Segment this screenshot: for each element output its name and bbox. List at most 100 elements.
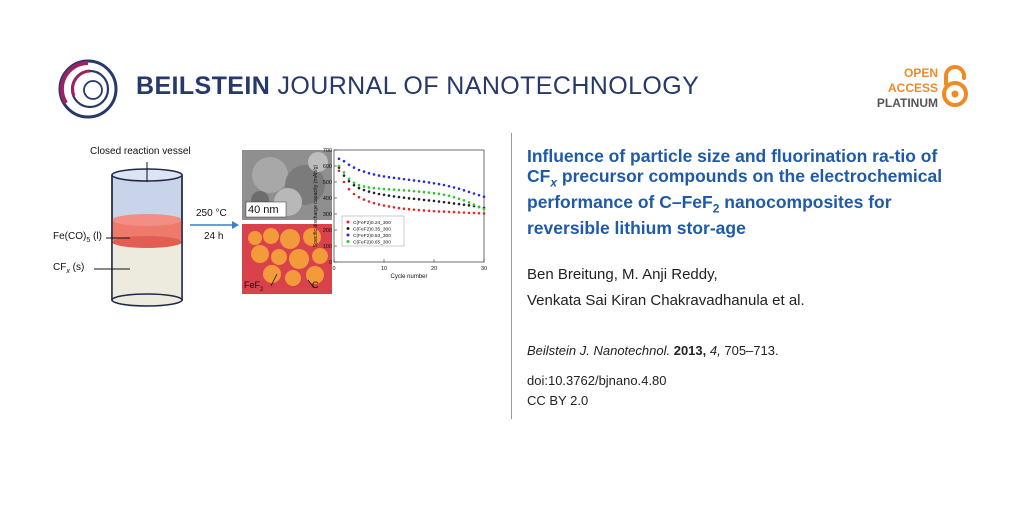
data-point xyxy=(357,168,361,172)
authors-line-2: Venkata Sai Kiran Chakravadhanula et al. xyxy=(527,292,805,309)
data-point xyxy=(397,206,401,210)
data-point xyxy=(362,198,366,201)
data-point xyxy=(362,170,366,173)
data-point xyxy=(457,197,461,201)
data-point xyxy=(412,197,416,201)
data-point xyxy=(387,175,391,179)
data-point xyxy=(457,211,461,214)
data-point xyxy=(337,169,341,173)
data-point xyxy=(347,179,351,183)
data-point xyxy=(372,201,376,205)
legend-box xyxy=(341,215,405,247)
data-point xyxy=(432,199,436,203)
data-point xyxy=(482,207,486,211)
data-point xyxy=(462,211,466,214)
data-point xyxy=(467,201,471,204)
data-point xyxy=(402,207,406,211)
data-point xyxy=(387,194,391,197)
doi: doi:10.3762/bjnano.4.80 xyxy=(527,373,667,388)
data-point xyxy=(387,205,391,208)
data-point xyxy=(432,181,436,185)
data-point xyxy=(472,211,476,215)
data-point xyxy=(382,175,386,178)
data-point xyxy=(452,186,456,189)
y-tick-label: 300 xyxy=(323,212,332,218)
data-point xyxy=(402,189,406,192)
data-point xyxy=(457,202,461,206)
data-point xyxy=(467,190,471,194)
data-point xyxy=(362,185,366,188)
data-point xyxy=(377,192,381,196)
y-tick-label: 0 xyxy=(329,260,332,266)
data-point xyxy=(452,202,456,205)
data-point xyxy=(342,159,346,163)
data-point xyxy=(342,171,346,174)
y-tick-label: 700 xyxy=(323,148,332,154)
data-point xyxy=(412,179,416,182)
data-point xyxy=(352,166,356,169)
data-point xyxy=(397,177,401,180)
data-point xyxy=(442,193,446,197)
oa-line-open: OPEN xyxy=(903,66,938,80)
data-point xyxy=(407,207,411,211)
data-point xyxy=(447,210,451,214)
oa-line-access: ACCESS xyxy=(887,81,938,95)
data-point xyxy=(372,186,376,190)
data-point xyxy=(392,176,396,180)
citation-journal: Beilstein J. Nanotechnol. xyxy=(527,343,671,358)
duration-label: 24 h xyxy=(204,231,224,242)
y-tick-label: 200 xyxy=(323,228,332,234)
data-point xyxy=(357,195,361,199)
y-tick-label: 100 xyxy=(323,244,332,250)
data-point xyxy=(427,181,431,184)
data-point xyxy=(482,212,486,215)
open-access-lock-icon xyxy=(942,65,968,107)
data-point xyxy=(457,187,461,191)
data-point xyxy=(392,188,396,191)
y-tick-label: 400 xyxy=(323,196,332,202)
legend-label: C(FeF2)0.35_300 xyxy=(353,227,391,233)
x-tick-label: 30 xyxy=(481,266,487,272)
data-point xyxy=(417,197,421,201)
data-point xyxy=(402,196,406,199)
data-point xyxy=(417,190,421,193)
data-point xyxy=(387,188,391,191)
data-point xyxy=(367,200,371,203)
data-point xyxy=(367,171,371,175)
data-point xyxy=(417,208,421,212)
data-point xyxy=(422,180,426,183)
data-point xyxy=(407,178,411,182)
data-point xyxy=(427,191,431,194)
y-axis-label: Specific discharge capacity (mAh/g) xyxy=(313,165,319,248)
x-tick-label: 0 xyxy=(332,266,335,272)
data-point xyxy=(407,197,411,200)
data-point xyxy=(337,164,341,168)
vessel-label: Closed reaction vessel xyxy=(90,146,191,157)
legend-marker xyxy=(346,233,350,237)
data-point xyxy=(342,174,346,177)
data-point xyxy=(472,192,476,195)
data-point xyxy=(422,190,426,194)
data-point xyxy=(427,199,431,202)
scale-bar-label: 40 nm xyxy=(248,204,279,216)
data-point xyxy=(382,187,386,191)
data-point xyxy=(477,205,481,209)
data-point xyxy=(342,180,346,184)
data-point xyxy=(437,182,441,186)
data-point xyxy=(367,186,371,189)
data-point xyxy=(397,188,401,192)
data-point xyxy=(422,209,426,212)
y-tick-label: 600 xyxy=(323,164,332,170)
data-point xyxy=(377,174,381,177)
data-point xyxy=(442,183,446,187)
data-point xyxy=(347,163,351,167)
data-point xyxy=(482,195,486,199)
x-tick-label: 10 xyxy=(381,266,387,272)
journal-name-rest: JOURNAL OF NANOTECHNOLOGY xyxy=(270,72,700,100)
data-point xyxy=(432,209,436,213)
data-point xyxy=(472,203,476,207)
journal-logo-icon xyxy=(58,59,118,119)
data-point xyxy=(452,195,456,199)
data-point xyxy=(392,195,396,198)
data-point xyxy=(427,209,431,213)
